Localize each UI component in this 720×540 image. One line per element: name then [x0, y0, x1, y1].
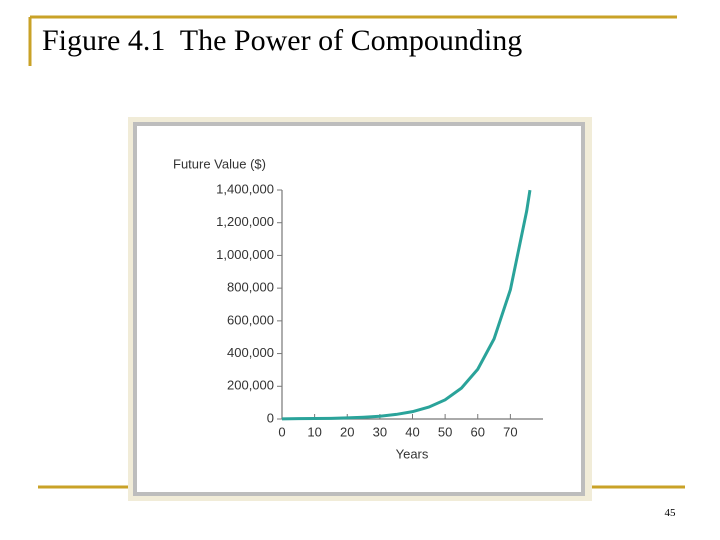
page-number: 45 [665, 507, 677, 519]
x-tick-label: 0 [278, 424, 285, 439]
y-axis-title: Future Value ($) [173, 156, 266, 171]
x-axis-title: Years [396, 446, 429, 461]
y-tick-label: 1,000,000 [216, 247, 274, 262]
x-tick-label: 50 [438, 424, 452, 439]
y-tick-label: 600,000 [227, 312, 274, 327]
y-tick-label: 0 [267, 410, 274, 425]
y-tick-label: 200,000 [227, 378, 274, 393]
x-tick-label: 60 [471, 424, 485, 439]
slide-title: Figure 4.1 The Power of Compounding [42, 24, 522, 57]
x-tick-label: 30 [373, 424, 387, 439]
x-tick-label: 10 [307, 424, 321, 439]
x-tick-label: 70 [503, 424, 517, 439]
y-tick-label: 400,000 [227, 345, 274, 360]
y-tick-label: 1,200,000 [216, 214, 274, 229]
y-tick-label: 800,000 [227, 280, 274, 295]
growth-line [281, 189, 532, 421]
x-tick-label: 40 [405, 424, 419, 439]
chart-frame [133, 122, 585, 496]
y-tick-label: 1,400,000 [216, 181, 274, 196]
x-tick-label: 20 [340, 424, 354, 439]
